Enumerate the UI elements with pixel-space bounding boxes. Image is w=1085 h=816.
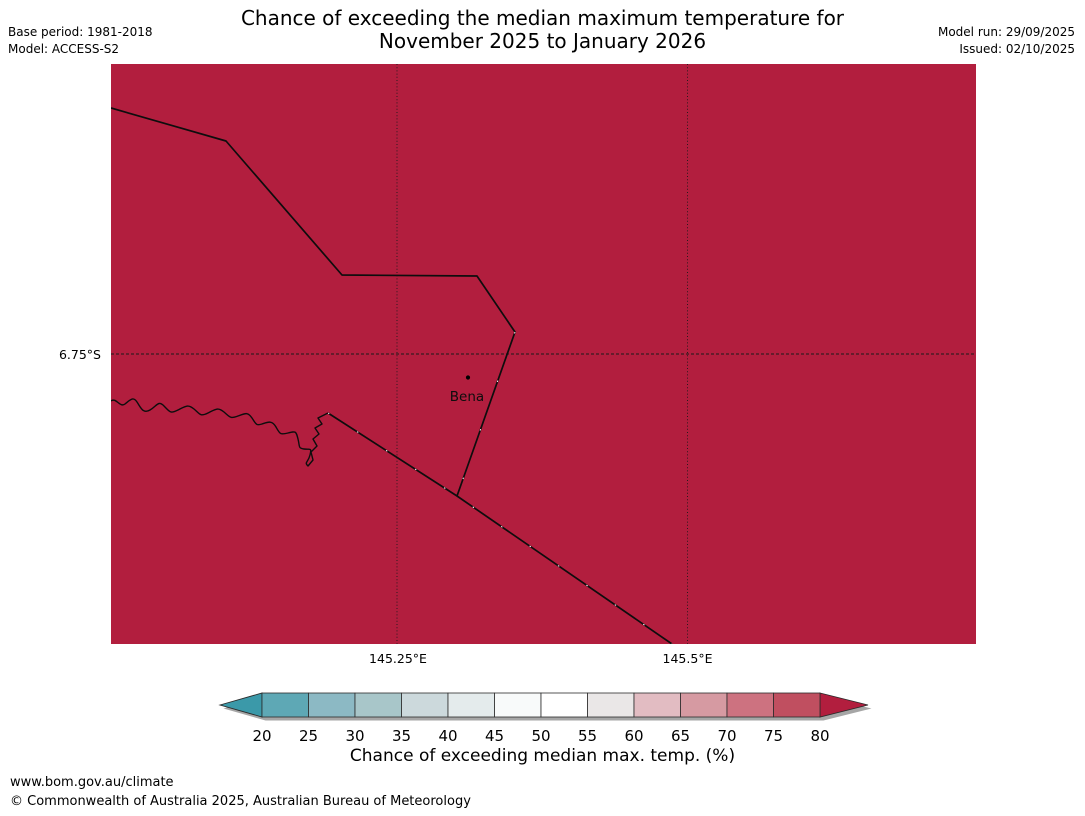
colorbar-tick: 35 xyxy=(392,727,411,745)
colorbar-segment xyxy=(773,692,821,718)
colorbar-segment xyxy=(726,692,774,718)
lon-axis-label-2: 145.5°E xyxy=(662,651,713,666)
page-title: Chance of exceeding the median maximum t… xyxy=(0,7,1085,53)
colorbar-segment xyxy=(308,692,356,718)
header-meta-right: Model run: 29/09/2025 Issued: 02/10/2025 xyxy=(938,24,1075,58)
colorbar-tick: 55 xyxy=(578,727,597,745)
river-line xyxy=(111,398,329,467)
header-meta-left: Base period: 1981-2018 Model: ACCESS-S2 xyxy=(8,24,153,58)
base-period-text: Base period: 1981-2018 xyxy=(8,25,153,39)
boundary-line-north xyxy=(111,107,516,497)
colorbar-tick: 50 xyxy=(531,727,550,745)
colorbar-segment xyxy=(354,692,402,718)
colorbar-segment xyxy=(447,692,495,718)
footer-url: www.bom.gov.au/climate xyxy=(10,775,174,790)
boundary-line-southeast xyxy=(327,412,673,644)
colorbar-tick: 20 xyxy=(252,727,271,745)
forecast-map: Bena xyxy=(111,64,976,644)
colorbar-tick: 70 xyxy=(717,727,736,745)
colorbar-tick: 40 xyxy=(438,727,457,745)
title-line-1: Chance of exceeding the median maximum t… xyxy=(240,6,845,30)
colorbar-tick: 75 xyxy=(764,727,783,745)
colorbar-caption: Chance of exceeding median max. temp. (%… xyxy=(349,746,736,766)
colorbar-segment xyxy=(261,692,309,718)
colorbar-legend: 20 25 30 35 40 45 50 55 60 65 70 75 80 xyxy=(218,692,872,745)
colorbar-segment xyxy=(633,692,681,718)
town-marker-dot xyxy=(465,375,471,380)
colorbar-tick: 25 xyxy=(299,727,318,745)
model-text: Model: ACCESS-S2 xyxy=(8,42,120,56)
colorbar-segment xyxy=(494,692,542,718)
colorbar-tick: 60 xyxy=(624,727,643,745)
colorbar-segment xyxy=(680,692,728,718)
colorbar-tick: 45 xyxy=(485,727,504,745)
issued-text: Issued: 02/10/2025 xyxy=(959,42,1075,56)
town-label: Bena xyxy=(450,389,484,405)
colorbar-tick: 30 xyxy=(345,727,364,745)
colorbar-segment xyxy=(401,692,449,718)
colorbar-segment xyxy=(540,692,588,718)
colorbar-tick: 65 xyxy=(671,727,690,745)
footer-copyright: © Commonwealth of Australia 2025, Austra… xyxy=(10,794,471,809)
model-run-text: Model run: 29/09/2025 xyxy=(937,25,1075,39)
colorbar-tick: 80 xyxy=(810,727,829,745)
title-line-2: November 2025 to January 2026 xyxy=(378,29,707,53)
colorbar-segment xyxy=(587,692,635,718)
lon-axis-label-1: 145.25°E xyxy=(369,651,427,666)
lat-axis-label: 6.75°S xyxy=(58,347,101,362)
